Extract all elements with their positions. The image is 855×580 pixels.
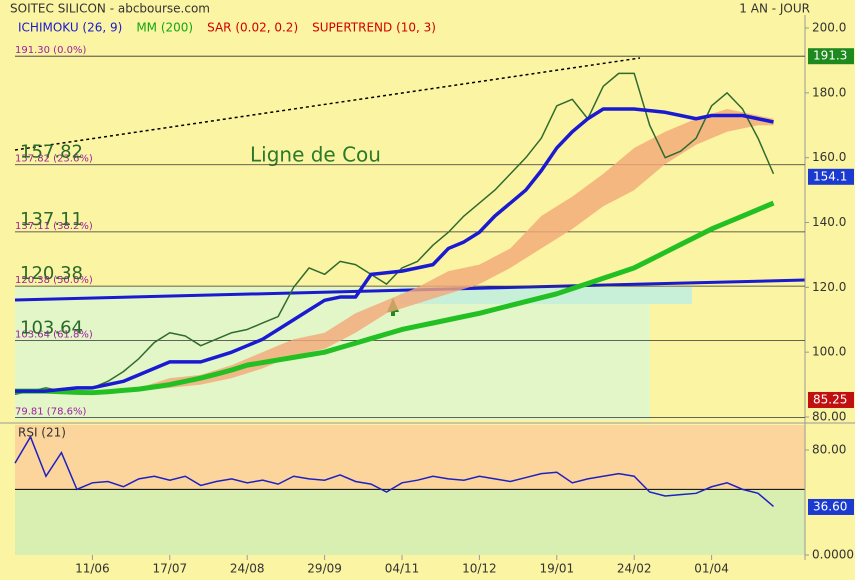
y-tick-label: 180.0 xyxy=(812,85,846,99)
x-tick-label: 11/06 xyxy=(75,562,110,576)
price-tag xyxy=(808,498,854,515)
chart-title: SOITEC SILICON - abcbourse.com xyxy=(10,2,210,16)
fib-label: 137.11 (38.2%) xyxy=(15,221,93,232)
ichimoku-cloud xyxy=(138,109,774,392)
y-tick-label: 80.00 xyxy=(812,443,846,457)
period: 1 AN - JOUR xyxy=(739,2,810,16)
y-tick-label: 100.0 xyxy=(812,345,846,359)
fib-tag: 120.38 xyxy=(20,263,83,284)
fib-tag: 157.82 xyxy=(20,142,83,163)
fib-label: 191.30 (0.0%) xyxy=(15,45,86,56)
legend-entry: SAR (0.02, 0.2) xyxy=(207,21,298,35)
y-tick-label: 80.00 xyxy=(812,410,846,424)
y-tick-label: 200.0 xyxy=(812,21,846,35)
annotation: Ligne de Cou xyxy=(250,143,381,167)
y-tick-label: 0.0000 xyxy=(812,548,854,562)
rsi-upper-zone xyxy=(15,425,805,490)
series-line xyxy=(15,107,774,393)
x-tick-label: 04/11 xyxy=(385,562,420,576)
price-tag xyxy=(808,168,854,185)
rsi-title: RSI (21) xyxy=(18,426,66,440)
fib-label: 157.82 (23.6%) xyxy=(15,154,93,165)
fib-label: 120.38 (50.0%) xyxy=(15,275,93,286)
price-tag-label: 36.60 xyxy=(813,499,847,513)
support-zone xyxy=(15,287,650,420)
legend-entry: SUPERTREND (10, 3) xyxy=(312,21,436,35)
x-tick-label: 17/07 xyxy=(153,562,188,576)
legend-entry: ICHIMOKU (26, 9) xyxy=(18,21,122,35)
price-tag-label: 85.25 xyxy=(813,392,847,406)
legend-entry: MM (200) xyxy=(136,21,193,35)
x-tick-label: 19/01 xyxy=(540,562,575,576)
fib-label: 79.81 (78.6%) xyxy=(15,407,86,418)
fib-tag: 103.64 xyxy=(20,317,83,338)
y-tick-label: 160.0 xyxy=(812,150,846,164)
y-tick-label: 140.0 xyxy=(812,215,846,229)
series-line xyxy=(15,200,775,396)
fib-label: 103.64 (61.8%) xyxy=(15,329,93,340)
x-tick-label: 10/12 xyxy=(462,562,497,576)
neckline xyxy=(14,278,806,302)
price-tag xyxy=(808,391,854,408)
x-tick-label: 24/02 xyxy=(617,562,652,576)
y-tick-label: 120.0 xyxy=(812,280,846,294)
buy-arrow xyxy=(391,311,395,316)
series-line xyxy=(14,72,775,396)
fib-tag: 137.11 xyxy=(20,209,83,230)
rsi-lower-zone xyxy=(15,489,805,555)
x-tick-label: 01/04 xyxy=(694,562,729,576)
price-tag xyxy=(808,48,854,65)
x-tick-label: 24/08 xyxy=(230,562,265,576)
rsi-line xyxy=(14,435,775,508)
price-tag-label: 191.3 xyxy=(813,49,847,63)
x-tick-label: 29/09 xyxy=(307,562,342,576)
price-tag-label: 154.1 xyxy=(813,169,847,183)
